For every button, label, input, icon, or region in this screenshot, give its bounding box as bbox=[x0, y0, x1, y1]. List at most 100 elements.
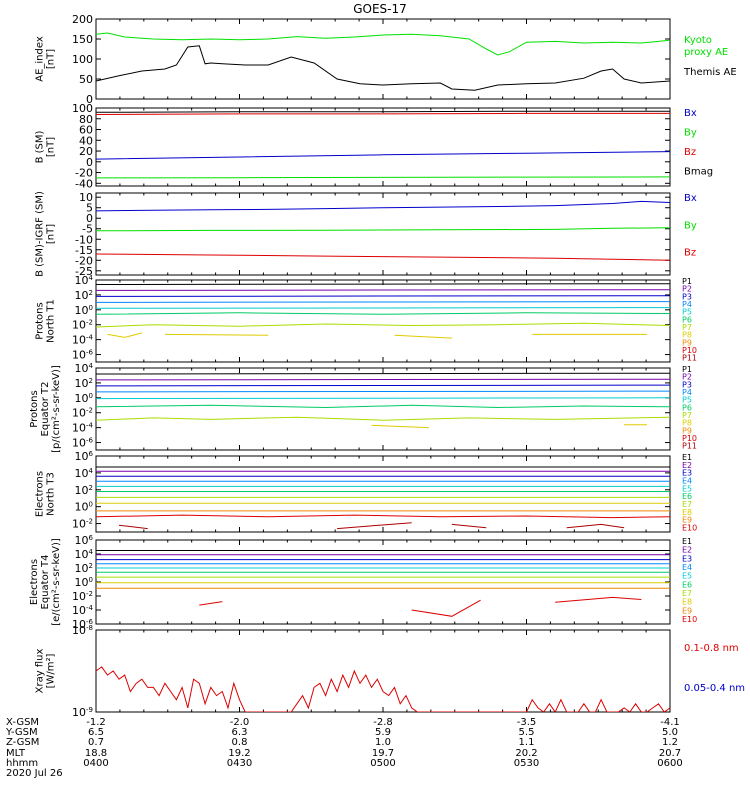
legend-label: Bx bbox=[684, 193, 697, 204]
y-tick-label: 104 bbox=[75, 467, 94, 480]
series-E10b bbox=[411, 599, 481, 617]
tick-exponent: 2 bbox=[89, 562, 93, 570]
y-tick-label: 40 bbox=[79, 134, 93, 147]
ephem-value: 5.5 bbox=[519, 727, 535, 738]
series-P4 bbox=[96, 390, 670, 393]
y-tick-label: 100 bbox=[72, 102, 93, 115]
series-group bbox=[96, 200, 670, 261]
y-tick-label: -10 bbox=[75, 233, 93, 246]
tick-exponent: -6 bbox=[86, 349, 94, 357]
channel-label: E7 bbox=[682, 589, 692, 598]
y-axis-label: Equator T2 bbox=[40, 382, 51, 437]
channel-label: E10 bbox=[682, 524, 697, 533]
series-Bz bbox=[96, 112, 670, 115]
channel-label: P10 bbox=[682, 346, 697, 355]
y-tick-label: 0 bbox=[86, 156, 93, 169]
y-axis-label: Protons bbox=[29, 390, 40, 427]
y-axis-label: Xray flux bbox=[35, 649, 46, 694]
y-tick-label: 60 bbox=[79, 124, 93, 137]
series-group bbox=[96, 32, 670, 91]
tick-exponent: -2 bbox=[86, 518, 93, 526]
y-axis-label: B (SM) bbox=[35, 130, 46, 163]
channel-label: P9 bbox=[682, 338, 692, 347]
ephem-row-label: hhmm bbox=[6, 758, 38, 769]
channel-label: E6 bbox=[682, 492, 692, 501]
channel-label: E4 bbox=[682, 477, 692, 486]
y-tick-label: 10-4 bbox=[72, 422, 94, 435]
tick-exponent: 4 bbox=[89, 274, 94, 282]
ephem-value: 20.2 bbox=[515, 748, 537, 759]
ephem-value: 19.7 bbox=[372, 748, 394, 759]
y-tick-label: 80 bbox=[79, 113, 93, 126]
ephem-row-label: X-GSM bbox=[6, 717, 39, 728]
series-E11d bbox=[566, 523, 625, 529]
series-P6 bbox=[96, 404, 670, 409]
y-tick-label: 10-2 bbox=[72, 319, 93, 332]
tick-exponent: 0 bbox=[89, 392, 93, 400]
series-E11c bbox=[451, 523, 487, 529]
panel-frame bbox=[95, 539, 671, 625]
ephem-value: 0500 bbox=[370, 758, 395, 769]
y-tick-label: 5 bbox=[86, 202, 93, 215]
channel-label: E10 bbox=[682, 615, 697, 624]
y-tick-label: 10-4 bbox=[72, 334, 94, 347]
channel-label: E8 bbox=[682, 508, 692, 517]
series-P6 bbox=[96, 312, 670, 315]
panel-frame bbox=[95, 107, 671, 187]
y-tick-label: 20 bbox=[79, 145, 93, 158]
y-tick-label: 10-8 bbox=[72, 624, 93, 637]
panel-frame bbox=[95, 629, 671, 713]
panel-pnt1: 104 102 100 10-2 10-4 10-6 Protons North T1 P1P2… bbox=[35, 274, 698, 363]
y-tick-label: -20 bbox=[75, 254, 93, 267]
channel-label: E1 bbox=[682, 537, 692, 546]
y-tick-label: 102 bbox=[75, 562, 93, 575]
series-E10 bbox=[199, 601, 223, 606]
tick-exponent: -8 bbox=[86, 624, 93, 632]
ephem-row-label: MLT bbox=[6, 748, 26, 759]
channel-label: E7 bbox=[682, 500, 692, 509]
channel-label: E2 bbox=[682, 546, 692, 555]
y-tick-label: 104 bbox=[75, 274, 94, 287]
tick-exponent: 2 bbox=[89, 484, 93, 492]
tick-exponent: 0 bbox=[89, 576, 93, 584]
series-E11 bbox=[118, 524, 148, 530]
channel-label: P1 bbox=[682, 365, 692, 374]
y-tick-label: -40 bbox=[75, 177, 93, 190]
series-P7 bbox=[96, 416, 670, 421]
legend-label: proxy AE bbox=[684, 47, 728, 58]
y-tick-label: 100 bbox=[72, 53, 93, 66]
y-tick-label: 106 bbox=[75, 534, 94, 547]
tick-exponent: -6 bbox=[86, 618, 94, 626]
ephem-value: 19.2 bbox=[228, 748, 250, 759]
tick-exponent: 6 bbox=[89, 534, 94, 542]
y-axis-label: AE_index bbox=[35, 36, 46, 82]
series-group bbox=[96, 372, 670, 429]
tick-exponent: -9 bbox=[86, 706, 93, 714]
ephem-value: -1.2 bbox=[86, 717, 106, 728]
y-tick-label: -25 bbox=[75, 265, 93, 278]
legend-label: Bz bbox=[684, 147, 696, 158]
series-P4 bbox=[96, 301, 670, 303]
y-tick-label: -20 bbox=[75, 167, 93, 180]
y-axis-label: B (SM)-IGRF (SM) bbox=[35, 191, 46, 277]
ephem-value: 0.7 bbox=[88, 737, 104, 748]
channel-label: E9 bbox=[682, 516, 692, 525]
tick-exponent: -6 bbox=[86, 437, 94, 445]
channel-label: E3 bbox=[682, 554, 692, 563]
y-tick-label: 50 bbox=[79, 73, 93, 86]
y-axis-label: [e/(cm²-s-sr-keV)] bbox=[51, 538, 62, 626]
tick-exponent: 4 bbox=[89, 362, 94, 370]
channel-label: P3 bbox=[682, 380, 692, 389]
series-Bz bbox=[96, 253, 670, 261]
channel-label: E5 bbox=[682, 484, 692, 493]
y-tick-label: -15 bbox=[75, 244, 93, 257]
channel-label: P4 bbox=[682, 388, 692, 397]
ephem-value: 1.0 bbox=[375, 737, 391, 748]
tick-exponent: -4 bbox=[86, 604, 94, 612]
y-tick-label: 100 bbox=[75, 501, 93, 514]
